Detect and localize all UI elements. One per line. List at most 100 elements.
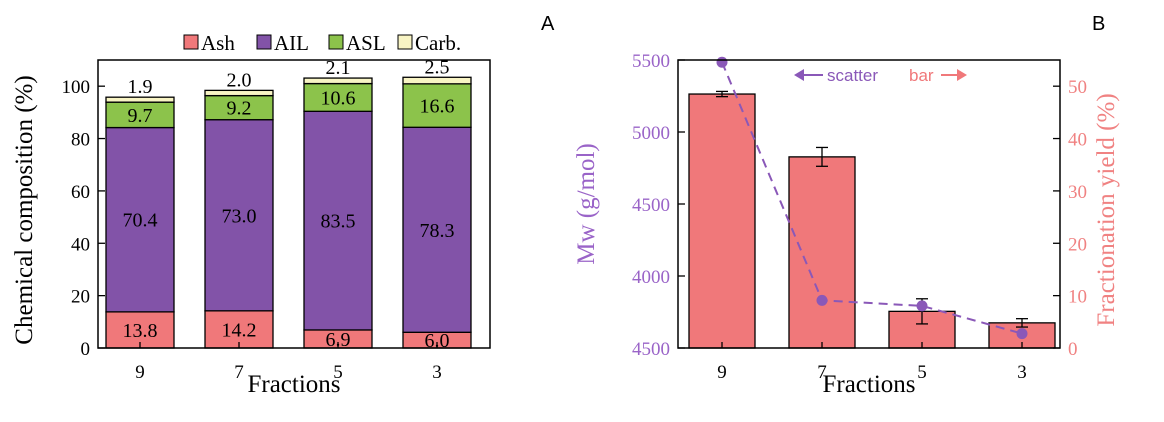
- bar-asl-7: [204, 94, 274, 121]
- y-tick-label-80: 80: [71, 130, 90, 151]
- panel-b-left-ticks: 4500 4000 4500 5000 5500: [632, 51, 685, 360]
- label-ail-5: 83.5: [321, 211, 356, 233]
- label-asl-5: 10.6: [321, 87, 356, 109]
- scatter-annotation: scatter: [794, 66, 878, 85]
- x-tick-label-5: 5: [333, 362, 343, 383]
- y-tick-label-60: 60: [71, 182, 90, 203]
- panel-b-error-bars: [716, 90, 1028, 328]
- mw-point-5: [916, 300, 928, 312]
- panel-a-y-ticks: 0 20 40 60 80 100: [62, 77, 105, 360]
- mw-point-7: [816, 294, 828, 306]
- b-x-tick-label-9: 9: [717, 362, 727, 383]
- b-x-tick-label-7: 7: [817, 362, 827, 383]
- panel-b-bars: [688, 93, 1056, 349]
- panel-a-y-axis-title: Chemical composition (%): [11, 75, 38, 344]
- label-ail-7: 73.0: [222, 205, 257, 227]
- bar-carb-7: [204, 89, 274, 97]
- panel-a-legend: Ash AIL ASL Carb.: [183, 31, 461, 55]
- label-ash-7: 14.2: [222, 319, 257, 341]
- legend-swatch-ash: [183, 34, 199, 50]
- right-tick-label-0: 0: [1068, 339, 1078, 360]
- right-tick-label-50: 50: [1068, 77, 1087, 98]
- label-ail-9: 70.4: [123, 210, 158, 232]
- legend-swatch-asl: [328, 34, 344, 50]
- bar-asl-3: [402, 83, 472, 128]
- right-tick-label-30: 30: [1068, 182, 1087, 203]
- bar-ash-9: [105, 311, 175, 349]
- bar-ash-7: [204, 310, 274, 349]
- panel-b-letter: B: [1092, 13, 1105, 35]
- panel-a-bars: [105, 76, 472, 349]
- x-tick-label-3: 3: [432, 362, 442, 383]
- legend-label-ash: Ash: [201, 31, 235, 55]
- label-asl-9: 9.7: [128, 105, 153, 127]
- panel-b-right-ticks: 0 10 20 30 40 50: [1053, 77, 1087, 360]
- panel-b: 4500 4000 4500 5000 5500 0 10 20 30 40 50 9 7 5 3 sc…: [573, 13, 1120, 398]
- legend-label-ail: AIL: [274, 31, 309, 55]
- label-ail-3: 78.3: [420, 220, 455, 242]
- b-x-tick-label-3: 3: [1017, 362, 1027, 383]
- y-tick-label-100: 100: [62, 77, 91, 98]
- scatter-arrowhead: [794, 69, 804, 81]
- bar-ail-3: [402, 126, 472, 333]
- left-tick-label-1: 4000: [632, 267, 670, 288]
- panel-b-scatter-points: [716, 56, 1028, 340]
- panel-a-x-ticks: 9 7 5 3: [135, 342, 442, 383]
- legend-swatch-carb: [397, 34, 413, 50]
- bar-carb-9: [105, 96, 175, 103]
- label-ash-9: 13.8: [123, 320, 158, 342]
- panel-b-right-axis-title: Fractionation yield (%): [1093, 93, 1120, 326]
- panel-a-x-axis-title: Fractions: [247, 371, 340, 398]
- label-carb-9: 1.9: [128, 76, 153, 98]
- label-carb-7: 2.0: [227, 69, 252, 91]
- yield-bar-9: [688, 93, 756, 349]
- panel-b-left-axis-title: Mw (g/mol): [573, 143, 600, 265]
- legend-label-carb: Carb.: [415, 31, 461, 55]
- label-ash-3: 6.0: [425, 330, 450, 352]
- label-ash-5: 6.9: [326, 329, 351, 351]
- b-x-tick-label-5: 5: [917, 362, 927, 383]
- right-tick-label-10: 10: [1068, 287, 1087, 308]
- panel-b-x-ticks: 9 7 5 3: [717, 342, 1027, 383]
- left-tick-label-3: 5000: [632, 123, 670, 144]
- panel-a-segment-labels: 13.8 70.4 9.7 1.9 14.2 73.0 9.2 2.0 6.9 83.5 10.6 2…: [123, 56, 455, 352]
- right-tick-label-40: 40: [1068, 130, 1087, 151]
- y-tick-label-40: 40: [71, 234, 90, 255]
- bar-ail-9: [105, 126, 175, 313]
- bar-asl-5: [303, 82, 373, 112]
- legend-label-asl: ASL: [346, 31, 386, 55]
- bar-annotation: bar: [909, 66, 967, 85]
- mw-point-9: [716, 56, 728, 68]
- left-tick-label-0: 4500: [632, 339, 670, 360]
- y-tick-label-0: 0: [81, 339, 91, 360]
- yield-bar-7: [788, 156, 856, 349]
- bar-ail-5: [303, 110, 373, 331]
- panel-a-letter: A: [541, 13, 555, 35]
- legend-swatch-ail: [256, 34, 272, 50]
- panel-a: 13.8 70.4 9.7 1.9 14.2 73.0 9.2 2.0 6.9 83.5 10.6 2…: [11, 13, 555, 398]
- label-asl-7: 9.2: [227, 98, 252, 120]
- error-bar-9: [716, 90, 728, 98]
- bar-annotation-label: bar: [909, 66, 934, 85]
- x-tick-label-9: 9: [135, 362, 145, 383]
- scatter-annotation-label: scatter: [827, 66, 878, 85]
- panel-a-plot-frame: [97, 59, 491, 349]
- x-tick-label-7: 7: [234, 362, 244, 383]
- label-asl-3: 16.6: [420, 96, 455, 118]
- panel-b-x-axis-title: Fractions: [822, 371, 915, 398]
- error-bar-3: [1016, 318, 1028, 328]
- left-tick-label-4: 5500: [632, 51, 670, 72]
- error-bar-7: [816, 146, 828, 167]
- bar-carb-3: [402, 76, 472, 85]
- y-tick-label-20: 20: [71, 287, 90, 308]
- panel-b-annotations: scatter bar: [794, 66, 967, 85]
- right-tick-label-20: 20: [1068, 234, 1087, 255]
- mw-point-3: [1016, 328, 1028, 340]
- label-carb-3: 2.5: [425, 56, 450, 78]
- left-tick-label-2: 4500: [632, 195, 670, 216]
- label-carb-5: 2.1: [326, 57, 351, 79]
- panel-b-scatter-line: [721, 61, 1023, 335]
- bar-carb-5: [303, 77, 373, 85]
